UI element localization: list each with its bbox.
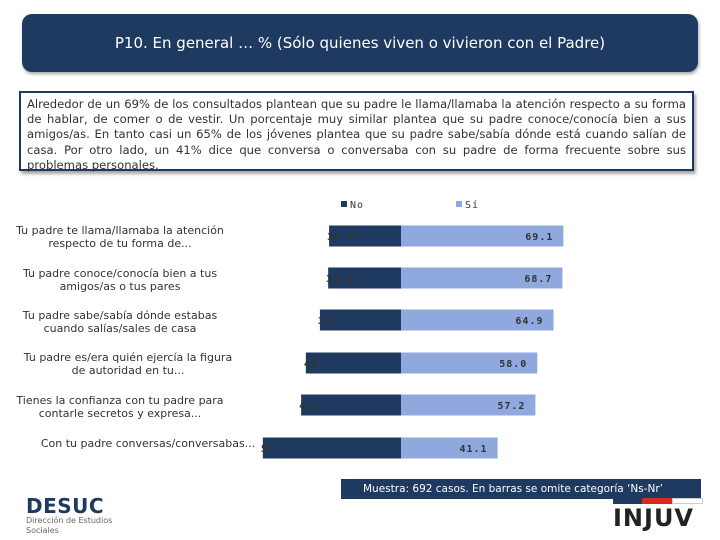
- data-label-si-5: 57.2: [497, 401, 525, 412]
- injuv-flag-stripes: [613, 498, 703, 504]
- legend-label-si: Sí: [465, 200, 480, 211]
- injuv-logo: INJUV: [613, 498, 703, 531]
- data-label-si-2: 68.7: [524, 274, 552, 285]
- data-label-si-3: 64.9: [515, 316, 543, 327]
- data-label-no-1: 30.6: [327, 232, 355, 243]
- bar-si-1: [401, 225, 564, 247]
- injuv-logo-name: INJUV: [613, 504, 695, 532]
- bar-si-2: [401, 267, 563, 289]
- data-label-no-5: 42.: [299, 401, 320, 412]
- data-label-no-4: 40.: [304, 359, 325, 370]
- data-label-si-1: 69.1: [525, 232, 553, 243]
- bar-no-2: [328, 267, 401, 289]
- data-label-no-2: 31.0: [326, 274, 354, 285]
- category-label-3: Tu padre sabe/sabía dónde estabas cuando…: [22, 309, 218, 335]
- legend-swatch-no: [341, 201, 347, 207]
- bar-no-4: [305, 352, 401, 374]
- desuc-logo-sub1: Dirección de Estudios: [26, 516, 113, 525]
- category-label-6: Con tu padre conversas/conversabas...: [40, 437, 256, 450]
- bar-no-5: [301, 394, 401, 416]
- bar-si-5: [401, 394, 536, 416]
- category-label-2: Tu padre conoce/conocía bien a tus amigo…: [22, 267, 218, 293]
- legend-label-no: No: [350, 200, 365, 211]
- legend-item-si: Sí: [456, 200, 479, 211]
- data-label-no-6: 58: [261, 444, 275, 455]
- slide-title: P10. En general … % (Sólo quienes viven …: [114, 34, 606, 52]
- data-label-si-6: 41.1: [459, 444, 487, 455]
- bar-no-3: [319, 309, 401, 331]
- sample-footnote: Muestra: 692 casos. En barras se omite c…: [341, 479, 701, 499]
- bar-no-1: [329, 225, 401, 247]
- bar-no-6: [262, 437, 401, 459]
- category-label-1: Tu padre te llama/llamaba la atención re…: [16, 224, 224, 250]
- category-label-4: Tu padre es/era quién ejercía la figura …: [23, 351, 233, 377]
- slide-title-bar: P10. En general … % (Sólo quienes viven …: [22, 14, 698, 72]
- data-label-si-4: 58.0: [499, 359, 527, 370]
- summary-text-box: Alrededor de un 69% de los consultados p…: [19, 91, 694, 172]
- legend-item-no: No: [341, 200, 364, 211]
- desuc-logo-sub2: Sociales: [26, 525, 59, 535]
- data-label-no-3: 34.: [318, 316, 339, 327]
- desuc-logo-name: DESUC: [26, 494, 105, 518]
- bar-si-6: [401, 437, 498, 459]
- desuc-logo: DESUC Dirección de Estudios Sociales: [26, 496, 112, 535]
- legend-swatch-si: [456, 201, 462, 207]
- category-label-5: Tienes la confianza con tu padre para co…: [16, 394, 224, 420]
- bar-si-3: [401, 309, 554, 331]
- bar-si-4: [401, 352, 538, 374]
